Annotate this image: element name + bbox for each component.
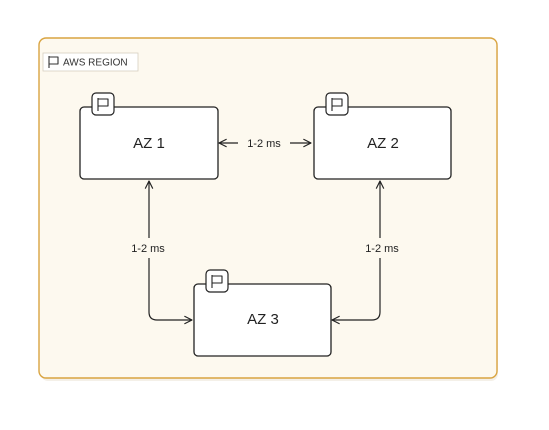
link-label: 1-2 ms — [247, 138, 281, 150]
az-box — [313, 106, 452, 180]
region-label: AWS REGION — [42, 52, 139, 72]
link-az2-az3: 1-2 ms — [331, 180, 399, 325]
flag-icon — [91, 92, 115, 116]
link-label: 1-2 ms — [131, 243, 165, 255]
az-label: AZ 3 — [247, 311, 279, 328]
az-node: AZ 2 — [313, 92, 452, 180]
az-box — [193, 283, 332, 357]
link-az1-az3: 1-2 ms — [131, 180, 193, 325]
az-box — [79, 106, 219, 180]
links: 1-2 ms 1-2 ms 1-2 ms — [131, 138, 399, 325]
az-label: AZ 2 — [367, 135, 399, 152]
flag-icon — [325, 92, 349, 116]
region-label-text: AWS REGION — [63, 58, 128, 69]
link-label: 1-2 ms — [365, 243, 399, 255]
flag-icon — [205, 269, 229, 293]
az-node: AZ 1 — [79, 92, 219, 180]
az-label: AZ 1 — [133, 135, 165, 152]
az-node: AZ 3 — [193, 269, 332, 357]
flag-icon — [48, 56, 59, 68]
link-az1-az2: 1-2 ms — [218, 138, 312, 150]
